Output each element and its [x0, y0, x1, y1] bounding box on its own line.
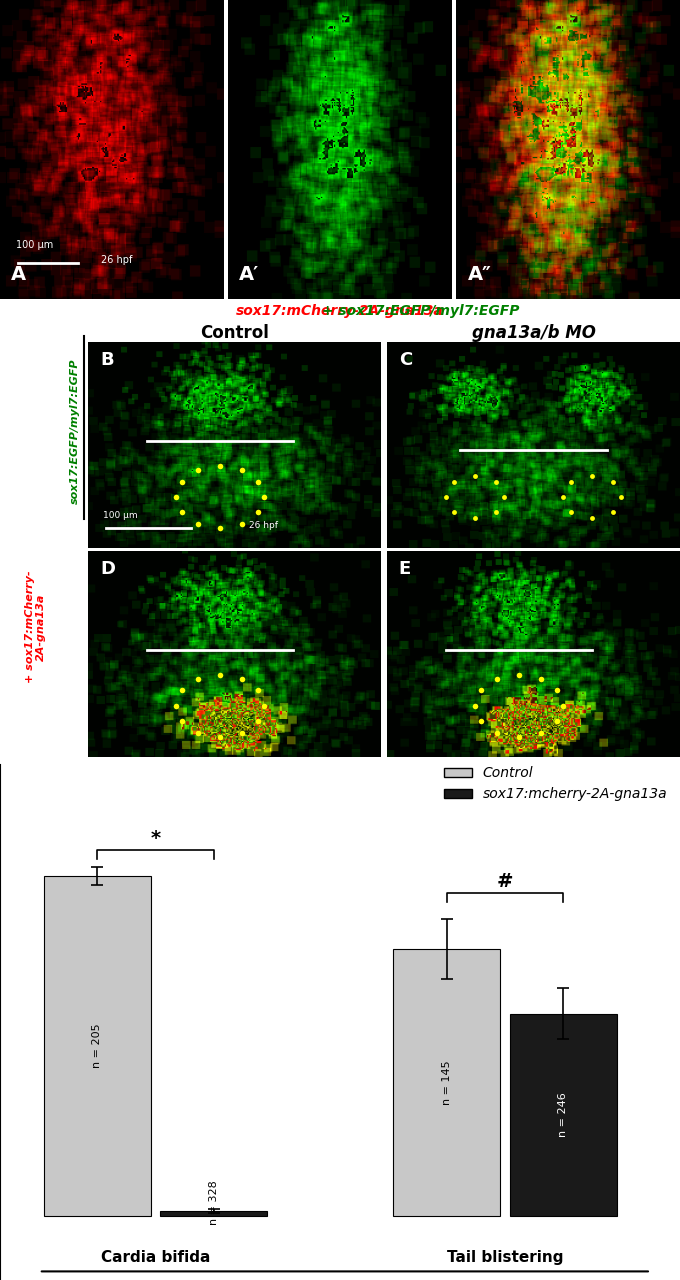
Bar	[510, 1014, 617, 1216]
Text: n = 205: n = 205	[92, 1024, 102, 1068]
Text: + sox17:mCherry-
2A-gna13a: + sox17:mCherry- 2A-gna13a	[24, 571, 46, 684]
Text: C: C	[399, 351, 412, 369]
Text: 100 μm: 100 μm	[16, 239, 53, 250]
Text: Cardia bifida: Cardia bifida	[101, 1249, 210, 1265]
Text: A″: A″	[468, 265, 492, 284]
Text: Control: Control	[201, 324, 269, 342]
Legend: Control, sox17:mcherry-2A-gna13a: Control, sox17:mcherry-2A-gna13a	[439, 760, 673, 806]
Text: + sox17:EGFP/myl7:EGFP: + sox17:EGFP/myl7:EGFP	[160, 303, 520, 317]
Text: 100 μm: 100 μm	[103, 511, 137, 520]
Text: 26 hpf: 26 hpf	[250, 521, 279, 530]
Text: Tail blistering: Tail blistering	[447, 1249, 564, 1265]
Text: 26 hpf: 26 hpf	[101, 255, 132, 265]
Bar	[44, 876, 150, 1216]
Text: n = 145: n = 145	[442, 1060, 452, 1105]
Text: n = 328: n = 328	[209, 1180, 219, 1225]
Text: #: #	[497, 872, 513, 891]
Text: A: A	[11, 265, 27, 284]
Text: D: D	[100, 559, 115, 577]
Text: B: B	[100, 351, 114, 369]
Text: A′: A′	[239, 265, 260, 284]
Text: E: E	[399, 559, 411, 577]
Bar	[394, 948, 500, 1216]
Text: *: *	[150, 829, 160, 849]
Text: sox17:EGFP/myl7:EGFP: sox17:EGFP/myl7:EGFP	[70, 358, 80, 504]
Text: n = 246: n = 246	[558, 1092, 568, 1137]
Text: sox17:mCherry-2A-gna13a: sox17:mCherry-2A-gna13a	[236, 303, 444, 317]
Text: gna13a/b MO: gna13a/b MO	[472, 324, 596, 342]
Bar	[160, 1211, 267, 1216]
